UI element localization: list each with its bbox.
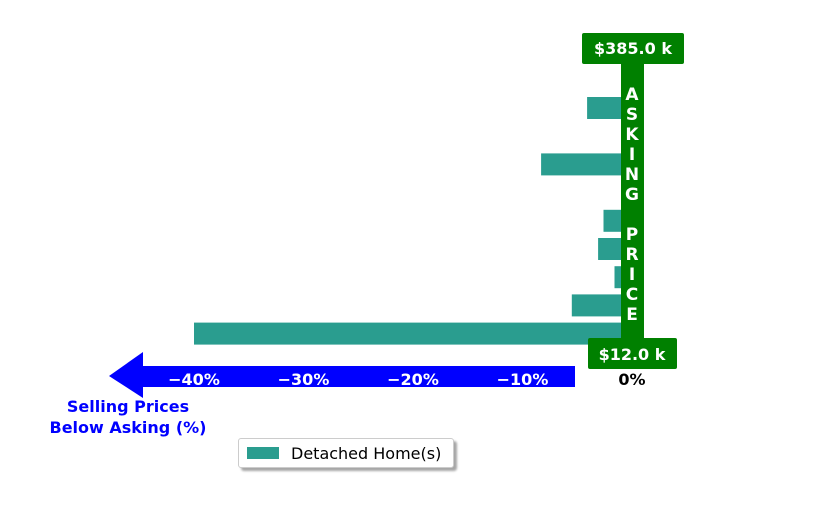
x-axis-label: Selling Prices Below Asking (%) [28, 396, 228, 438]
bar [603, 209, 621, 232]
bar [587, 97, 621, 119]
legend-swatch [247, 447, 279, 459]
x-tick-label: −20% [387, 370, 439, 389]
bottom-price-label: $12.0 k [599, 345, 666, 364]
legend: Detached Home(s) [238, 438, 454, 468]
bottom-price-badge: $12.0 k [588, 338, 677, 369]
x-axis-arrow [109, 352, 575, 398]
x-tick-label: −10% [497, 370, 549, 389]
x-tick-label: −30% [278, 370, 330, 389]
bar [598, 238, 621, 260]
bar [614, 266, 621, 289]
top-price-label: $385.0 k [594, 39, 672, 58]
top-price-badge: $385.0 k [582, 33, 684, 64]
x-tick-label: 0% [618, 370, 645, 389]
bar-group [194, 97, 621, 345]
x-axis-label-line-2: Below Asking (%) [49, 418, 207, 437]
x-tick-label: −40% [168, 370, 220, 389]
bar [571, 294, 621, 317]
bar [541, 153, 621, 176]
x-tick-labels: −40% −30% −20% −10% 0% [168, 370, 645, 389]
asking-price-line [621, 62, 644, 340]
legend-label: Detached Home(s) [291, 444, 442, 463]
bar [194, 322, 621, 345]
x-axis-label-line-1: Selling Prices [66, 397, 190, 416]
